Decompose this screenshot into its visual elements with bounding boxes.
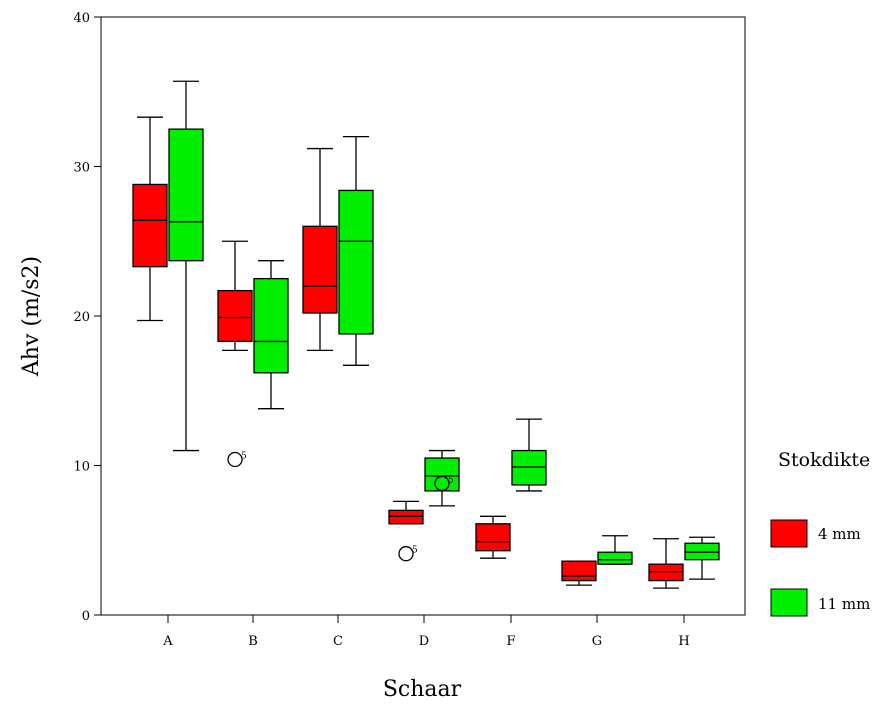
box-iqr [388, 509, 424, 525]
box-iqr [684, 542, 720, 561]
box-h-11mm [684, 536, 720, 580]
y-axis-title: Ahv (m/s2) [19, 256, 44, 377]
y-tick-label-40: 40 [73, 11, 90, 26]
outlier-d-4mm: 5 [398, 546, 418, 562]
box-g-11mm [597, 535, 633, 565]
box-iqr [424, 457, 460, 492]
outlier-label: 5 [448, 475, 454, 485]
x-tick-label-g: G [592, 634, 602, 649]
box-iqr [132, 183, 168, 268]
legend: Stokdikte 4 mm 11 mm [770, 449, 870, 617]
box-h-4mm [648, 538, 684, 589]
box-iqr [648, 563, 684, 582]
box-iqr [338, 189, 374, 335]
box-f-11mm [511, 418, 547, 492]
outlier-marker [398, 546, 414, 562]
box-a-4mm [132, 116, 168, 322]
box-a-11mm [168, 80, 204, 452]
outlier-b-4mm: 5 [227, 451, 247, 468]
outlier-label: 5 [412, 546, 418, 556]
x-axis-title: Schaar [383, 677, 462, 702]
legend-swatch-4mm [770, 519, 808, 548]
outlier-label: 5 [241, 452, 247, 462]
outlier-marker [227, 451, 243, 468]
legend-label-4mm: 4 mm [818, 525, 861, 543]
legend-label-11mm: 11 mm [818, 595, 870, 613]
outliers: 5 5 5 [227, 451, 454, 562]
y-tick-label-10: 10 [73, 460, 90, 475]
box-iqr [475, 523, 511, 552]
box-g-4mm [561, 560, 597, 586]
y-tick-label-0: 0 [82, 609, 90, 624]
box-iqr [597, 551, 633, 565]
box-iqr [561, 560, 597, 582]
legend-swatch-11mm [770, 588, 808, 617]
x-tick-label-d: D [419, 634, 429, 649]
outlier-d-11mm: 5 [434, 475, 454, 492]
boxes [132, 80, 720, 589]
box-f-4mm [475, 515, 511, 559]
box-c-11mm [338, 135, 374, 366]
box-iqr [511, 449, 547, 486]
legend-title: Stokdikte [778, 449, 870, 471]
box-iqr [217, 289, 253, 343]
box-d-11mm [424, 449, 460, 507]
y-tick-label-30: 30 [73, 161, 90, 176]
y-tick-label-20: 20 [73, 310, 90, 325]
box-b-11mm [253, 260, 289, 410]
x-tick-label-f: F [506, 634, 515, 649]
box-b-4mm [217, 240, 253, 352]
x-tick-label-c: C [333, 634, 343, 649]
box-c-4mm [302, 147, 338, 352]
box-iqr [168, 128, 204, 262]
outlier-marker [434, 475, 450, 492]
box-iqr [302, 225, 338, 314]
x-tick-label-a: A [162, 634, 173, 649]
box-iqr [253, 277, 289, 374]
y-axis: 0 10 20 30 40 [73, 11, 101, 624]
box-d-4mm [388, 500, 424, 525]
x-tick-label-b: B [248, 634, 258, 649]
x-tick-label-h: H [678, 634, 689, 649]
plot-frame [100, 16, 746, 616]
